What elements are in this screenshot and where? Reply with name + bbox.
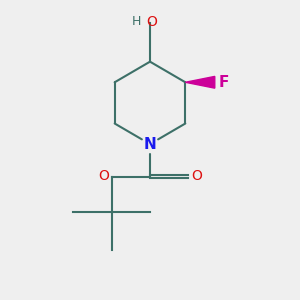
Text: F: F [218,75,229,90]
Text: N: N [144,136,156,152]
Text: O: O [146,15,157,29]
Text: H: H [132,15,141,28]
Polygon shape [185,76,215,88]
Text: O: O [191,169,202,184]
Text: O: O [98,169,109,184]
